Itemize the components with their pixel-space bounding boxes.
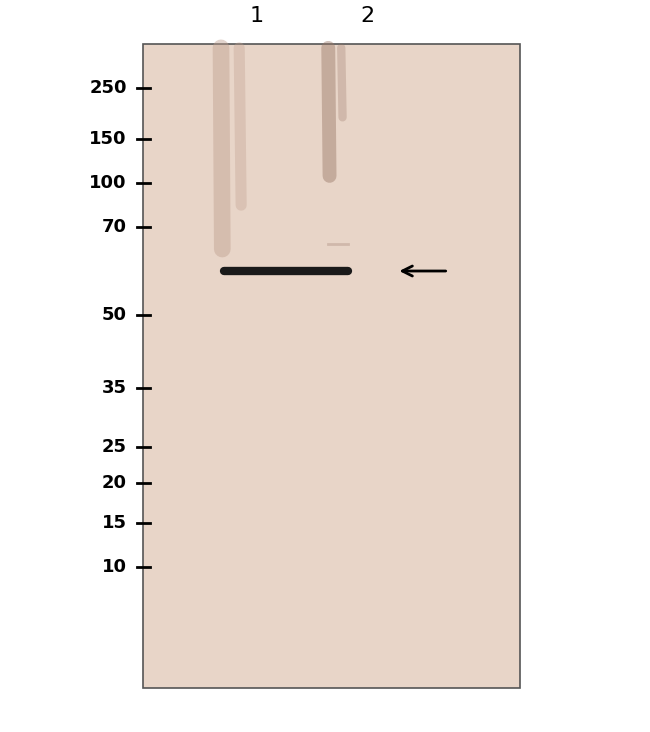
- Text: 35: 35: [102, 379, 127, 397]
- Text: 2: 2: [360, 6, 374, 26]
- Text: 20: 20: [102, 474, 127, 492]
- Text: 10: 10: [102, 559, 127, 576]
- Text: 15: 15: [102, 515, 127, 532]
- Text: 70: 70: [102, 218, 127, 236]
- Text: 50: 50: [102, 306, 127, 324]
- Bar: [143, 44, 520, 688]
- Text: 25: 25: [102, 438, 127, 455]
- Text: 250: 250: [89, 79, 127, 97]
- Text: 1: 1: [250, 6, 264, 26]
- Text: 100: 100: [89, 174, 127, 193]
- Text: 150: 150: [89, 130, 127, 149]
